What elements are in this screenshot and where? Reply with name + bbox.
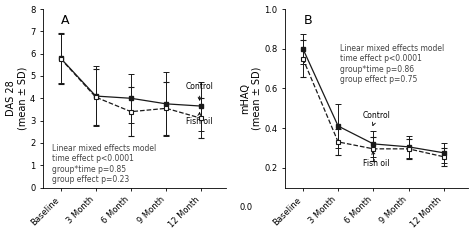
Y-axis label: DAS 28
(mean ± SD): DAS 28 (mean ± SD) (6, 67, 27, 130)
Y-axis label: mHAQ
(mean ± SD): mHAQ (mean ± SD) (240, 67, 262, 130)
Text: Fish oil: Fish oil (363, 151, 389, 168)
Text: A: A (61, 14, 70, 27)
Text: Fish oil: Fish oil (186, 113, 212, 126)
Text: B: B (303, 14, 312, 27)
Text: Linear mixed effects model
time effect p<0.0001
group*time p=0.86
group effect p: Linear mixed effects model time effect p… (340, 44, 445, 84)
Text: 0.0: 0.0 (239, 203, 252, 212)
Text: Linear mixed effects model
time effect p<0.0001
group*time p=0.85
group effect p: Linear mixed effects model time effect p… (52, 144, 156, 184)
Text: Control: Control (186, 82, 213, 100)
Text: Control: Control (363, 111, 391, 125)
